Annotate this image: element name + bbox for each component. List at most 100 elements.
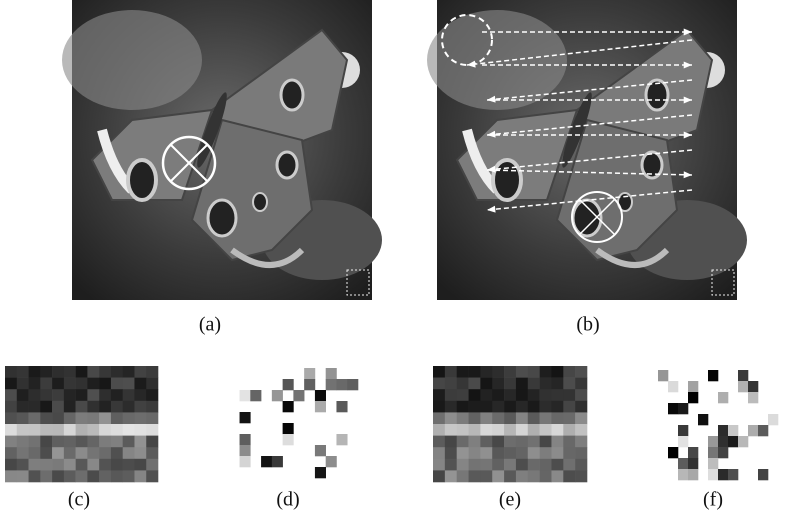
pixel [551,459,563,471]
pixel [283,423,294,434]
pixel [469,424,481,436]
pixel [134,424,146,436]
pixel [528,470,540,482]
pixel [445,436,457,448]
pixel [87,447,99,459]
pixel [40,459,52,471]
pixel [457,459,469,471]
pixel [40,366,52,378]
pixel [304,379,315,390]
pixel [469,459,481,471]
pixel [17,424,29,436]
pixel [492,424,504,436]
pixel [708,458,718,469]
pixel [433,459,445,471]
pixel [134,447,146,459]
pixel [5,436,17,448]
pixel [575,436,587,448]
pixel [87,459,99,471]
pixel [240,434,251,445]
pixel [748,392,758,403]
pixel [123,389,135,401]
pixel [272,390,283,401]
pixel [17,436,29,448]
pixel [516,366,528,378]
pixel [250,390,261,401]
pixel [146,436,158,448]
pixel [64,436,76,448]
pixel [87,389,99,401]
pixel [76,412,88,424]
pixel [480,447,492,459]
pixel [551,436,563,448]
pixel [551,401,563,413]
pixel [492,470,504,482]
pixel [433,424,445,436]
pixel [575,412,587,424]
pixel [688,469,698,480]
pixel [52,470,64,482]
pixel [575,447,587,459]
pixel [528,378,540,390]
pixel [540,378,552,390]
pixel [76,401,88,413]
pixel [5,389,17,401]
pixel [708,436,718,447]
pixel [87,366,99,378]
pixel [111,447,123,459]
pixel [540,470,552,482]
pixel [492,389,504,401]
pixel [17,401,29,413]
pixel [111,459,123,471]
pixel [678,425,688,436]
pixel [728,469,738,480]
pixel [718,447,728,458]
pixel [99,459,111,471]
pixel [492,447,504,459]
pixel [728,425,738,436]
pixel [445,378,457,390]
pixel [668,403,678,414]
pixel [445,470,457,482]
pixel [516,378,528,390]
pixel [480,366,492,378]
pixel [134,412,146,424]
pixel [492,436,504,448]
pixel [575,459,587,471]
pixel [146,459,158,471]
pixel [748,425,758,436]
pixel [87,424,99,436]
pixel [492,459,504,471]
pixel [64,389,76,401]
pixel [457,366,469,378]
pixel [99,378,111,390]
pixel [336,401,347,412]
pixel [480,459,492,471]
pixel [76,459,88,471]
pixel [336,434,347,445]
pixel [504,447,516,459]
pixel [540,459,552,471]
pixel [575,401,587,413]
pixel [134,459,146,471]
pixel [29,378,41,390]
pixel [40,401,52,413]
pixel [111,412,123,424]
pixel [40,412,52,424]
pixel [146,412,158,424]
pixel [469,401,481,413]
pixel [551,447,563,459]
pixel [469,447,481,459]
panel-label: (d) [276,489,299,511]
pixel [433,378,445,390]
pixel [528,401,540,413]
pixel [17,470,29,482]
pixel [433,436,445,448]
pixel [504,424,516,436]
pixel [315,445,326,456]
pixel [504,412,516,424]
pixel [551,366,563,378]
pixel [433,401,445,413]
pixel [480,470,492,482]
pixel [480,424,492,436]
